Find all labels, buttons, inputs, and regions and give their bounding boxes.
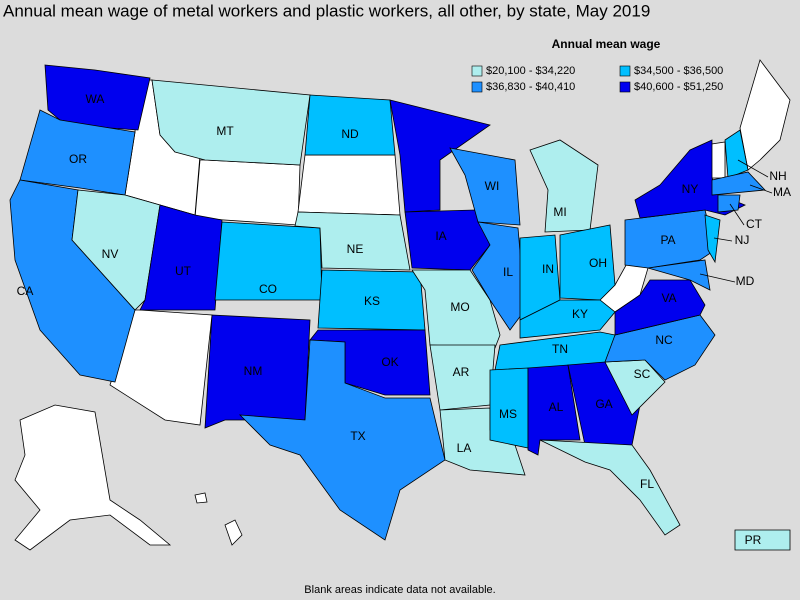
state-blank [14, 404, 172, 551]
legend-swatch [619, 81, 631, 93]
state-label: NY [682, 182, 699, 196]
blank-states [14, 59, 791, 551]
legend-label: $34,500 - $36,500 [634, 65, 723, 77]
state [711, 171, 766, 196]
state-label: OR [69, 152, 87, 166]
state-blank [739, 59, 791, 171]
state-label: SC [634, 367, 651, 381]
state-label: IA [435, 229, 446, 243]
state [704, 214, 721, 264]
state-label: MA [773, 185, 791, 199]
state [567, 361, 641, 446]
state-label: MS [499, 407, 517, 421]
state [304, 94, 396, 156]
leader-line [699, 273, 736, 283]
state-label: NC [655, 333, 673, 347]
state [647, 259, 711, 291]
state-label: PA [660, 233, 675, 247]
legend-label: $36,830 - $40,410 [486, 81, 575, 93]
state-label: IL [503, 265, 513, 279]
state [539, 439, 681, 536]
state-label: KY [572, 307, 588, 321]
legend-label: $40,600 - $51,250 [634, 81, 723, 93]
state [471, 221, 526, 331]
state-label: CA [17, 284, 34, 298]
state [238, 339, 446, 541]
state-label: AR [453, 365, 470, 379]
state-label: NH [769, 169, 786, 183]
state [614, 279, 706, 336]
state-blank [224, 519, 243, 546]
state [717, 194, 741, 213]
legend-swatch [619, 65, 631, 77]
leader-line [737, 159, 769, 178]
state-label: NV [102, 247, 119, 261]
state-label: FL [640, 477, 654, 491]
state [724, 129, 749, 179]
leader-line [749, 184, 773, 194]
legend-swatch [471, 65, 483, 77]
state-label: NJ [735, 233, 750, 247]
state-label: MT [216, 124, 234, 138]
state-label: OH [589, 256, 607, 270]
state-label: KS [364, 294, 380, 308]
state-label: PR [745, 533, 762, 547]
state-label: LA [457, 441, 472, 455]
state-label: VA [661, 291, 676, 305]
legend-title: Annual mean wage [552, 37, 661, 51]
state-label: MI [553, 205, 566, 219]
state-label: CT [746, 217, 763, 231]
state [404, 209, 491, 271]
state-label: TX [350, 429, 365, 443]
state [559, 224, 616, 301]
state-label: CO [259, 282, 277, 296]
state-label: WI [485, 179, 500, 193]
state-label: NM [244, 364, 263, 378]
legend-swatch [471, 81, 483, 93]
state-label: ND [341, 127, 359, 141]
state [449, 147, 521, 226]
state-label: WA [86, 92, 105, 106]
footnote: Blank areas indicate data not available. [304, 584, 495, 596]
state [294, 211, 411, 271]
state-blank [194, 159, 301, 226]
state-label: IN [542, 262, 554, 276]
state-label: MO [450, 300, 469, 314]
state-blank [194, 492, 208, 504]
leader-line [729, 203, 745, 226]
state-label: MD [736, 274, 755, 288]
legend-label: $20,100 - $34,220 [486, 65, 575, 77]
state-label: AL [549, 400, 564, 414]
state-label: TN [552, 342, 568, 356]
map-title: Annual mean wage of metal workers and pl… [3, 1, 650, 20]
state-label: OK [381, 355, 398, 369]
state [411, 269, 501, 349]
state [389, 99, 491, 213]
state-label: GA [595, 397, 612, 411]
leader-line [713, 237, 733, 242]
state-label: UT [175, 264, 192, 278]
state-label: NE [347, 242, 364, 256]
state-blank [297, 154, 401, 216]
state [151, 79, 311, 166]
state [734, 529, 791, 551]
state [139, 204, 223, 311]
